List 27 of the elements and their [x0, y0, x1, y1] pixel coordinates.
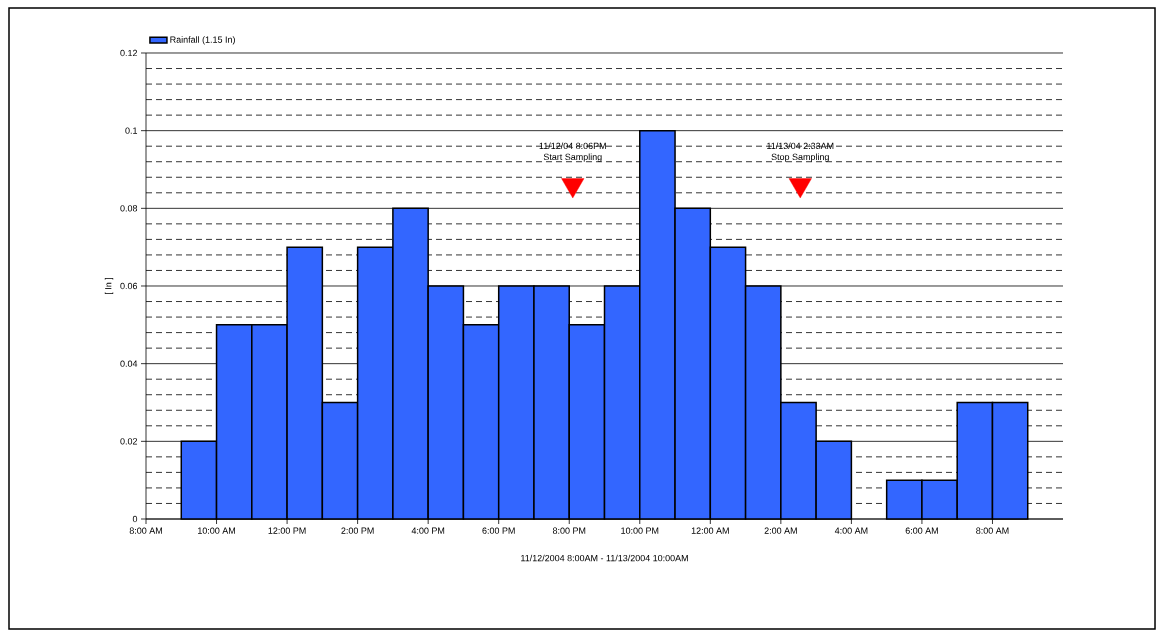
x-tick-label: 4:00 PM	[411, 527, 445, 534]
x-tick-label: 2:00 PM	[341, 527, 374, 534]
annotation: 11/13/04 2:33AM	[767, 142, 834, 150]
annotation: Stop Sampling	[771, 153, 829, 162]
y-tick-label: 0.12	[120, 49, 138, 57]
x-tick-label: 6:00 PM	[482, 527, 515, 534]
x-tick-label: 10:00 PM	[621, 527, 659, 534]
y-tick-label: 0.1	[125, 127, 138, 134]
x-tick-label: 10:00 AM	[198, 527, 235, 534]
x-tick-label: 8:00 PM	[552, 527, 586, 534]
legend-label: Rainfall (1.15 In)	[170, 36, 235, 45]
annotation: 11/12/04 8:06PM	[539, 142, 606, 150]
y-axis-title: [ In ]	[104, 277, 114, 295]
x-tick-label: 12:00 AM	[691, 527, 729, 534]
x-tick-label: 8:00 AM	[129, 527, 162, 534]
y-tick-label: 0.02	[120, 438, 138, 445]
x-tick-label: 2:00 AM	[764, 527, 797, 534]
y-tick-label: 0	[132, 515, 138, 523]
y-tick-label: 0.08	[120, 205, 138, 212]
annotation: Start Sampling	[543, 153, 602, 162]
x-axis-title: 11/12/2004 8:00AM - 11/13/2004 10:00AM	[521, 554, 688, 562]
y-tick-label: 0.04	[120, 360, 138, 367]
x-tick-label: 12:00 PM	[268, 527, 306, 534]
x-tick-label: 8:00 AM	[976, 527, 1009, 534]
y-tick-label: 0.06	[120, 282, 138, 290]
x-tick-label: 6:00 AM	[905, 527, 938, 534]
x-tick-label: 4:00 AM	[834, 527, 868, 534]
